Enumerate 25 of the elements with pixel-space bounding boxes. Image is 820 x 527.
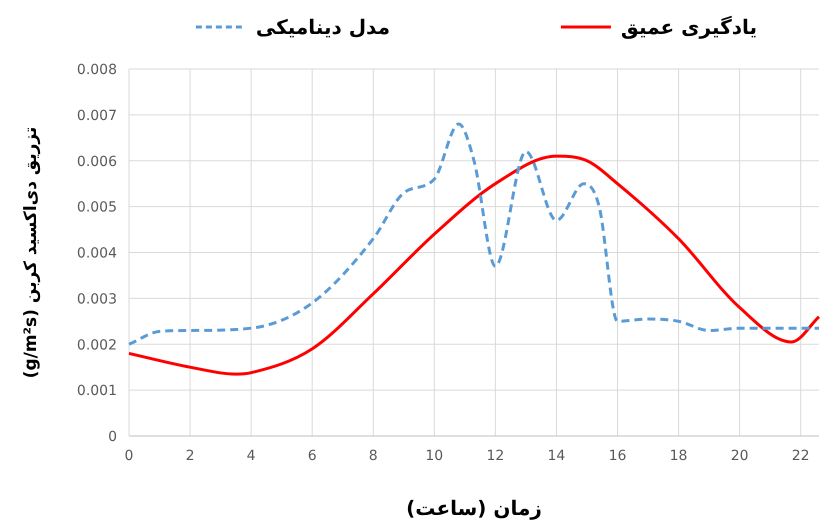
x-tick-label: 2 <box>186 448 195 464</box>
x-tick-label: 4 <box>246 448 256 464</box>
x-tick-label: 18 <box>670 448 688 464</box>
x-tick-label: 20 <box>730 448 749 464</box>
x-tick-label: 14 <box>548 448 566 464</box>
x-tick-label: 22 <box>792 448 810 464</box>
legend-label: یادگیری عمیق <box>620 15 757 39</box>
y-tick-label: 0.008 <box>76 62 117 78</box>
y-tick-label: 0.003 <box>76 291 117 308</box>
y-tick-label: 0.007 <box>76 108 117 124</box>
y-tick-label: 0.001 <box>76 383 117 400</box>
x-tick-label: 12 <box>486 448 504 464</box>
y-tick-label: 0.005 <box>76 200 117 216</box>
x-axis-title: زمان (ساعت) <box>406 496 542 520</box>
x-tick-label: 8 <box>368 448 378 464</box>
y-tick-label: 0 <box>108 429 117 445</box>
y-tick-label: 0.004 <box>76 246 118 262</box>
legend-label: مدل دینامیکی <box>256 15 390 39</box>
x-tick-label: 0 <box>124 448 134 464</box>
y-tick-label: 0.002 <box>76 337 117 354</box>
y-tick-label: 0.006 <box>76 154 118 170</box>
x-tick-label: 16 <box>608 448 626 464</box>
x-tick-label: 10 <box>425 448 444 464</box>
y-axis-title: تزریق دی‌اکسید کربن (g/m²s) <box>21 126 41 378</box>
x-tick-label: 6 <box>308 448 317 464</box>
